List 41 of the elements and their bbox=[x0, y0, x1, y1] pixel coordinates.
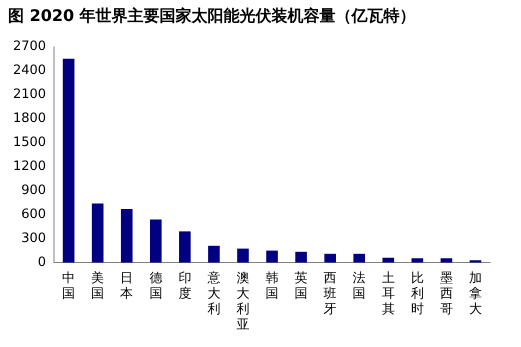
x-tick-label: 美国 bbox=[91, 270, 104, 302]
x-tick-label: 印度 bbox=[178, 270, 192, 302]
y-tick-label: 900 bbox=[21, 183, 46, 198]
y-tick-label: 1800 bbox=[12, 111, 46, 126]
x-tick-label: 法国 bbox=[352, 270, 366, 302]
x-tick-label: 墨西哥 bbox=[440, 270, 453, 317]
y-tick-label: 2700 bbox=[12, 39, 46, 54]
x-tick-label: 日本 bbox=[120, 270, 134, 302]
y-tick-label: 1500 bbox=[12, 135, 46, 150]
bar bbox=[295, 252, 307, 263]
x-tick-label: 德国 bbox=[149, 270, 162, 302]
x-tick-label: 韩国 bbox=[266, 270, 279, 302]
x-tick-label: 澳大利亚 bbox=[236, 270, 250, 333]
bar bbox=[382, 258, 394, 263]
y-tick-label: 300 bbox=[21, 230, 46, 246]
bar bbox=[412, 258, 424, 263]
bar bbox=[179, 231, 191, 263]
y-tick-label: 2100 bbox=[12, 87, 46, 102]
y-tick-label: 0 bbox=[38, 254, 46, 270]
bar bbox=[150, 219, 162, 263]
bar bbox=[208, 246, 220, 263]
bar bbox=[440, 258, 452, 263]
bar bbox=[120, 209, 133, 263]
x-tick-label: 比利时 bbox=[410, 270, 424, 317]
x-tick-label: 西班牙 bbox=[324, 270, 337, 317]
x-tick-label: 意大利 bbox=[206, 270, 220, 317]
bar bbox=[237, 248, 249, 263]
y-tick-label: 600 bbox=[21, 207, 46, 222]
bar bbox=[353, 254, 366, 263]
x-tick-label: 土耳其 bbox=[382, 270, 395, 317]
bar bbox=[266, 250, 278, 263]
x-tick-label: 加拿大 bbox=[468, 270, 482, 317]
x-tick-label: 中国 bbox=[62, 270, 76, 302]
bar bbox=[324, 254, 336, 263]
bar bbox=[470, 260, 482, 263]
bar bbox=[92, 203, 104, 263]
y-tick-label: 2400 bbox=[12, 63, 46, 78]
y-tick-label: 1200 bbox=[12, 159, 46, 174]
bar bbox=[62, 58, 74, 263]
chart-title: 图 2020 年世界主要国家太阳能光伏装机容量（亿瓦特） bbox=[8, 6, 416, 27]
x-tick-label: 英国 bbox=[294, 270, 308, 302]
